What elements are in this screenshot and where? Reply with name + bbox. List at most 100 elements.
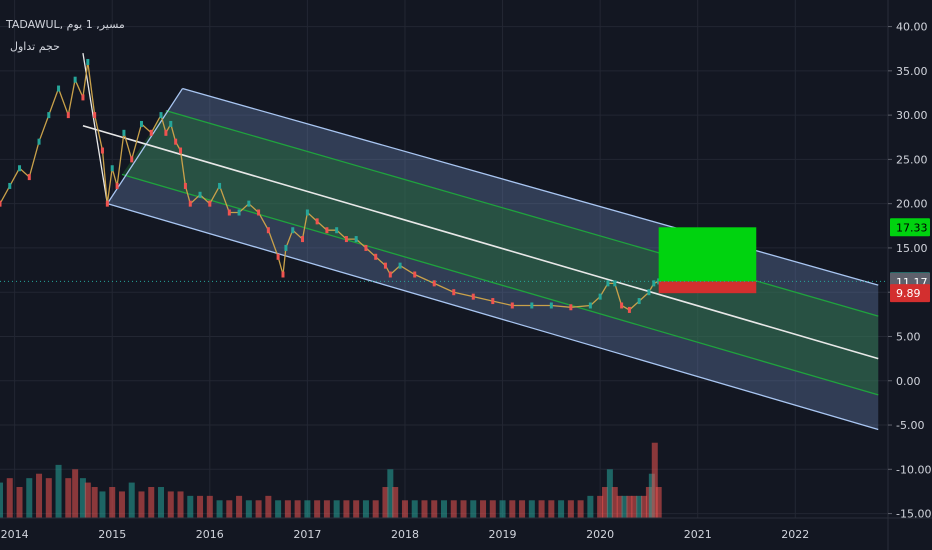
y-tick-label-7: 5.00 bbox=[896, 330, 921, 343]
volume-bar-65 bbox=[602, 487, 609, 518]
price-point-9 bbox=[81, 94, 85, 101]
volume-bar-14 bbox=[118, 491, 125, 518]
channel-handle-line[interactable] bbox=[106, 88, 184, 205]
volume-bar-63 bbox=[587, 495, 594, 518]
y-tick-label-0: 40.00 bbox=[896, 21, 928, 34]
channel-inner-lower-line[interactable] bbox=[121, 173, 879, 396]
price-point-60 bbox=[588, 302, 592, 309]
volume-bar-21 bbox=[187, 495, 194, 518]
price-point-15 bbox=[115, 182, 119, 189]
volume-bar-31 bbox=[284, 500, 291, 518]
price-point-49 bbox=[388, 271, 392, 278]
channel-inner-upper-line[interactable] bbox=[165, 110, 879, 317]
volume-bar-69 bbox=[621, 495, 628, 518]
volume-bar-3 bbox=[26, 478, 33, 518]
volume-bar-9 bbox=[79, 478, 86, 518]
stop-zone[interactable] bbox=[658, 281, 757, 294]
price-point-25 bbox=[183, 182, 187, 189]
price-point-68 bbox=[652, 280, 656, 287]
volume-bar-38 bbox=[353, 500, 360, 518]
y-tick-label-2: 30.00 bbox=[896, 109, 928, 122]
price-point-65 bbox=[627, 306, 631, 313]
price-point-44 bbox=[344, 236, 348, 243]
volume-bar-49 bbox=[450, 500, 457, 518]
price-point-53 bbox=[452, 289, 456, 296]
price-point-38 bbox=[291, 227, 295, 234]
channel-outer-lower-line[interactable] bbox=[107, 203, 879, 431]
volume-bar-57 bbox=[528, 500, 535, 518]
price-point-30 bbox=[227, 209, 231, 216]
y-tick-label-4: 20.00 bbox=[896, 198, 928, 211]
volume-bar-40 bbox=[372, 500, 379, 518]
price-point-36 bbox=[281, 271, 285, 278]
volume-indicator-label: حجم تداول bbox=[10, 40, 60, 53]
volume-bar-18 bbox=[158, 487, 165, 518]
price-point-55 bbox=[491, 298, 495, 305]
target-zone[interactable] bbox=[658, 227, 757, 282]
price-point-10 bbox=[86, 58, 90, 65]
volume-bar-44 bbox=[401, 500, 408, 518]
y-tick-label-10: -10.00 bbox=[896, 463, 931, 476]
price-point-57 bbox=[530, 302, 534, 309]
channel-median-line[interactable] bbox=[82, 124, 879, 360]
symbol-title: TADAWUL, مسير, 1 يوم bbox=[6, 18, 125, 31]
volume-bar-41 bbox=[382, 487, 389, 518]
price-point-24 bbox=[179, 147, 183, 154]
volume-bar-70 bbox=[626, 495, 633, 518]
price-point-40 bbox=[305, 209, 309, 216]
price-point-64 bbox=[620, 302, 624, 309]
price-point-32 bbox=[247, 200, 251, 207]
price-point-23 bbox=[174, 138, 178, 145]
volume-bar-58 bbox=[538, 500, 545, 518]
price-point-12 bbox=[100, 147, 104, 154]
channel-outer-fill bbox=[107, 88, 879, 430]
volume-bar-68 bbox=[616, 495, 623, 518]
volume-bar-43 bbox=[392, 487, 399, 518]
volume-bar-35 bbox=[323, 500, 330, 518]
volume-bar-26 bbox=[236, 495, 243, 518]
x-tick-label-3: 2017 bbox=[293, 528, 321, 541]
x-tick-label-0: 2014 bbox=[1, 528, 29, 541]
price-point-17 bbox=[130, 156, 134, 163]
volume-bar-7 bbox=[65, 478, 72, 518]
volume-bar-27 bbox=[245, 500, 252, 518]
volume-bar-32 bbox=[294, 500, 301, 518]
price-point-7 bbox=[66, 112, 70, 119]
volume-bar-11 bbox=[91, 487, 98, 518]
price-point-62 bbox=[606, 280, 610, 287]
price-series-line bbox=[0, 61, 659, 311]
price-point-26 bbox=[188, 200, 192, 207]
price-label-bg-3 bbox=[890, 284, 930, 303]
volume-bar-71 bbox=[631, 495, 638, 518]
price-point-42 bbox=[325, 227, 329, 234]
volume-bar-73 bbox=[641, 495, 648, 518]
price-point-4 bbox=[37, 138, 41, 145]
volume-bar-22 bbox=[197, 495, 204, 518]
volume-bar-47 bbox=[431, 500, 438, 518]
volume-bar-0 bbox=[0, 482, 3, 518]
price-point-58 bbox=[549, 302, 553, 309]
volume-bar-61 bbox=[567, 500, 574, 518]
price-point-1 bbox=[8, 182, 12, 189]
price-point-18 bbox=[139, 120, 143, 127]
volume-bar-42 bbox=[387, 469, 394, 518]
volume-bar-23 bbox=[206, 495, 213, 518]
price-point-61 bbox=[598, 293, 602, 300]
price-point-29 bbox=[218, 182, 222, 189]
price-point-48 bbox=[383, 262, 387, 269]
volume-bar-59 bbox=[548, 500, 555, 518]
volume-bar-20 bbox=[177, 491, 184, 518]
volume-bar-34 bbox=[314, 500, 321, 518]
volume-bar-19 bbox=[167, 491, 174, 518]
price-point-19 bbox=[149, 129, 153, 136]
price-point-31 bbox=[237, 209, 241, 216]
volume-bar-76 bbox=[651, 442, 658, 518]
channel-anchor-line[interactable] bbox=[82, 53, 108, 204]
price-label-3: 9.89 bbox=[896, 287, 921, 300]
volume-bar-37 bbox=[343, 500, 350, 518]
price-point-46 bbox=[364, 244, 368, 251]
channel-outer-upper-line[interactable] bbox=[182, 87, 879, 286]
price-point-66 bbox=[637, 298, 641, 305]
y-tick-label-3: 25.00 bbox=[896, 153, 928, 166]
